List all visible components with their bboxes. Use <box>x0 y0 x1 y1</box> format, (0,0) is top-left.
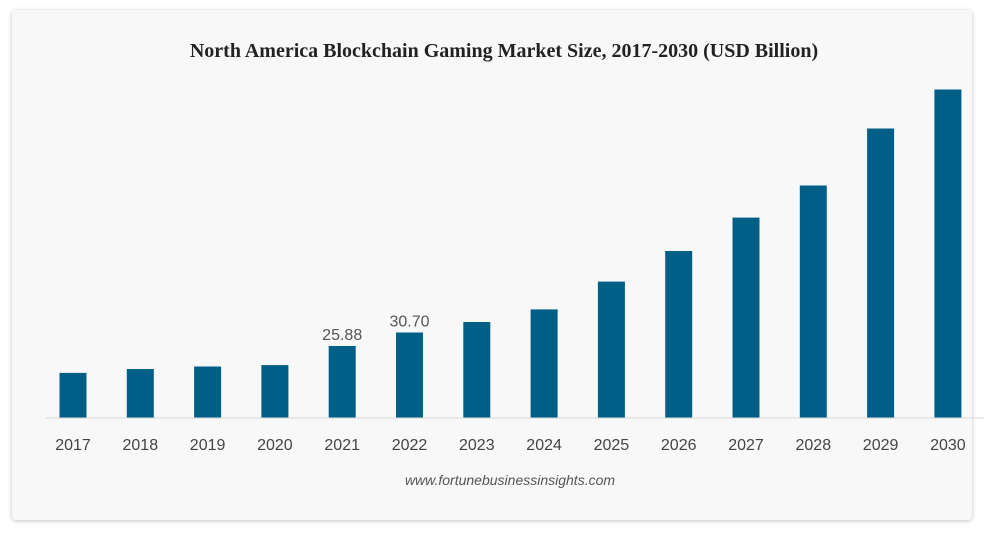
x-tick-2022: 2022 <box>392 437 428 454</box>
x-tick-2024: 2024 <box>526 437 562 454</box>
bar-2024 <box>530 309 558 418</box>
x-tick-2023: 2023 <box>459 437 495 454</box>
x-tick-labels: 2017 2018 2019 2020 2021 2022 2023 2024 2025 2026… <box>55 437 966 454</box>
chart-card: North America Blockchain Gaming Market S… <box>12 10 984 520</box>
data-labels: 25.88 30.70 <box>322 314 429 345</box>
x-tick-2021: 2021 <box>324 437 360 454</box>
bars-group <box>59 89 962 418</box>
x-tick-2030: 2030 <box>930 437 966 454</box>
x-tick-2028: 2028 <box>796 437 832 454</box>
x-tick-2019: 2019 <box>190 437 226 454</box>
bar-2027 <box>732 217 760 418</box>
x-tick-2018: 2018 <box>123 437 159 454</box>
bar-2029 <box>867 128 895 418</box>
bar-2018 <box>126 369 154 418</box>
x-tick-2026: 2026 <box>661 437 697 454</box>
data-label-2022: 30.70 <box>389 314 429 331</box>
x-tick-2025: 2025 <box>594 437 630 454</box>
bar-2028 <box>799 185 827 418</box>
x-tick-2020: 2020 <box>257 437 293 454</box>
bar-2021 <box>328 346 356 418</box>
bar-2022 <box>396 332 423 418</box>
bar-2026 <box>665 251 693 418</box>
source-text: www.fortunebusinessinsights.com <box>405 472 615 488</box>
bar-2017 <box>59 372 87 418</box>
x-tick-2029: 2029 <box>863 437 899 454</box>
bar-2025 <box>597 281 625 418</box>
data-label-2021: 25.88 <box>322 327 362 344</box>
bar-2030 <box>934 89 962 418</box>
bar-2019 <box>194 366 222 418</box>
x-tick-2027: 2027 <box>728 437 764 454</box>
bar-chart: North America Blockchain Gaming Market S… <box>46 40 984 488</box>
x-tick-2017: 2017 <box>55 437 91 454</box>
chart-title: North America Blockchain Gaming Market S… <box>190 40 818 62</box>
bar-2020 <box>261 365 289 418</box>
bar-2023 <box>463 322 491 418</box>
